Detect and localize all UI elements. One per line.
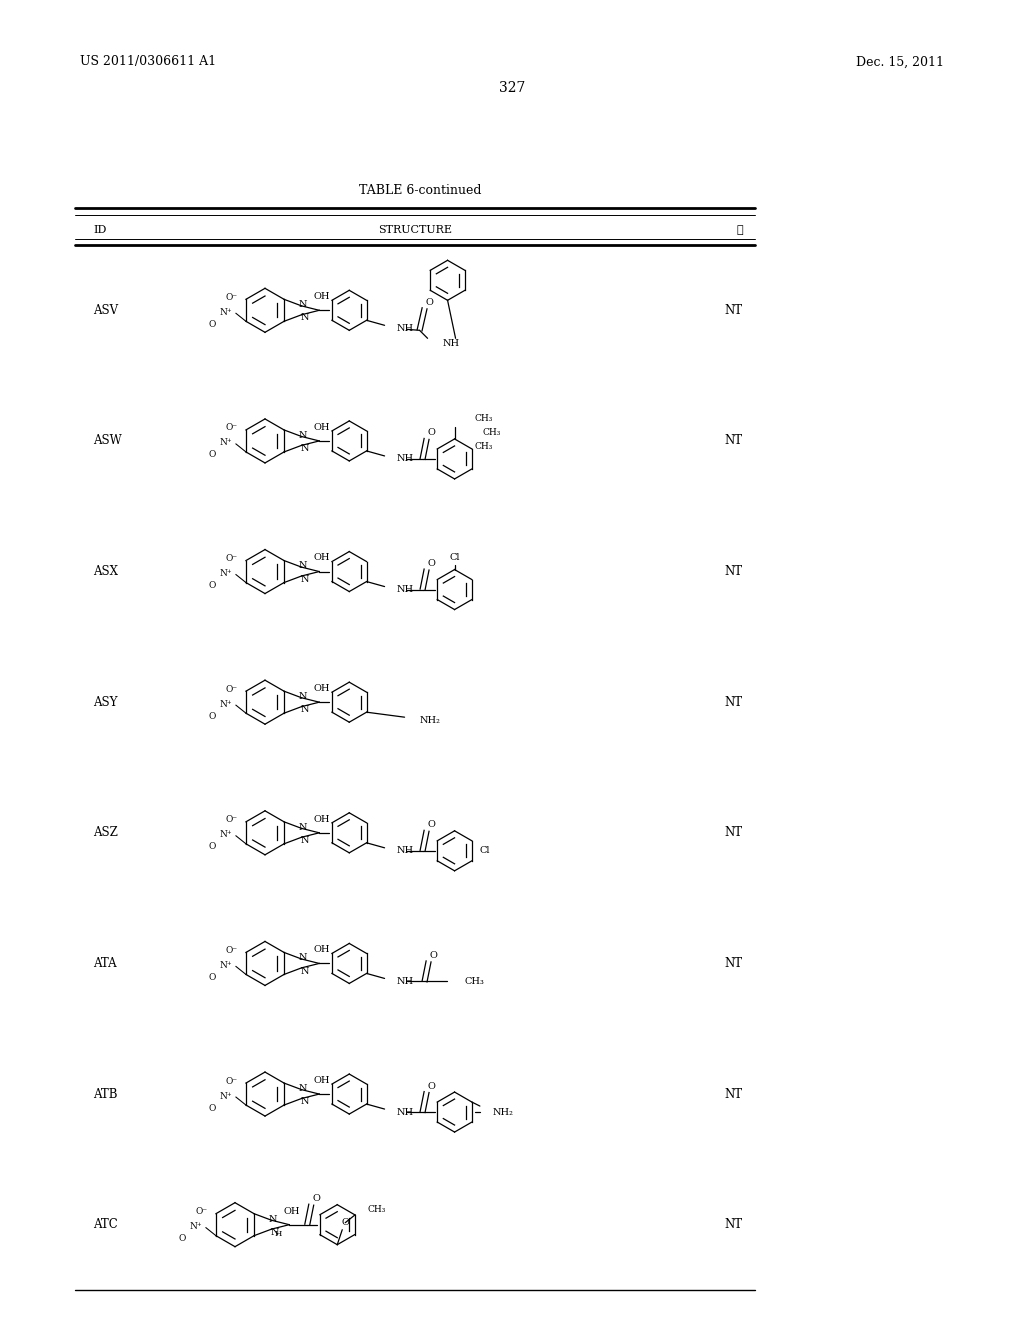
Text: N: N: [300, 836, 309, 845]
Text: OH: OH: [284, 1206, 300, 1216]
Text: N: N: [298, 561, 307, 570]
Text: N: N: [300, 966, 309, 975]
Text: TABLE 6-continued: TABLE 6-continued: [358, 183, 481, 197]
Text: N⁺: N⁺: [219, 700, 232, 709]
Text: N⁺: N⁺: [219, 438, 232, 447]
Text: O⁻: O⁻: [196, 1208, 208, 1216]
Text: ASW: ASW: [93, 434, 122, 447]
Text: CH₃: CH₃: [368, 1205, 386, 1214]
Text: ASY: ASY: [93, 696, 118, 709]
Text: O⁻: O⁻: [226, 293, 238, 302]
Text: N⁺: N⁺: [219, 830, 232, 840]
Text: O: O: [426, 298, 433, 306]
Text: Ⓣ: Ⓣ: [736, 224, 743, 235]
Text: NH: NH: [396, 454, 414, 463]
Text: NH: NH: [396, 323, 414, 333]
Text: N: N: [300, 1097, 309, 1106]
Text: N: N: [300, 705, 309, 714]
Text: O: O: [208, 319, 216, 329]
Text: OH: OH: [313, 292, 330, 301]
Text: O: O: [208, 1104, 216, 1113]
Text: O: O: [208, 973, 216, 982]
Text: NT: NT: [725, 1088, 743, 1101]
Text: NH: NH: [396, 1107, 414, 1117]
Text: OH: OH: [313, 553, 330, 562]
Text: N: N: [298, 692, 307, 701]
Text: N: N: [298, 822, 307, 832]
Text: O⁻: O⁻: [226, 424, 238, 433]
Text: N⁺: N⁺: [219, 1092, 232, 1101]
Text: O⁻: O⁻: [226, 554, 238, 564]
Text: ASV: ASV: [93, 304, 118, 317]
Text: NT: NT: [725, 957, 743, 970]
Text: OH: OH: [313, 945, 330, 954]
Text: O: O: [208, 842, 216, 851]
Text: NH: NH: [442, 339, 460, 347]
Text: OH: OH: [313, 684, 330, 693]
Text: US 2011/0306611 A1: US 2011/0306611 A1: [80, 55, 216, 69]
Text: NT: NT: [725, 1218, 743, 1232]
Text: N: N: [298, 300, 307, 309]
Text: O: O: [208, 450, 216, 459]
Text: Cl: Cl: [450, 553, 460, 562]
Text: O: O: [428, 1081, 435, 1090]
Text: NH₂: NH₂: [493, 1107, 513, 1117]
Text: OH: OH: [313, 1076, 330, 1085]
Text: ASZ: ASZ: [93, 826, 118, 840]
Text: NH: NH: [396, 585, 414, 594]
Text: ID: ID: [93, 224, 106, 235]
Text: CH₃: CH₃: [465, 977, 484, 986]
Text: O: O: [428, 560, 435, 568]
Text: Cl: Cl: [480, 846, 490, 855]
Text: O: O: [208, 581, 216, 590]
Text: ATA: ATA: [93, 957, 117, 970]
Text: ATC: ATC: [93, 1218, 118, 1232]
Text: N⁺: N⁺: [219, 569, 232, 578]
Text: N: N: [300, 444, 309, 453]
Text: N: N: [298, 1084, 307, 1093]
Text: N⁺: N⁺: [219, 961, 232, 970]
Text: OH: OH: [313, 814, 330, 824]
Text: O⁻: O⁻: [226, 946, 238, 954]
Text: N⁺: N⁺: [219, 308, 232, 317]
Text: Dec. 15, 2011: Dec. 15, 2011: [856, 55, 944, 69]
Text: N: N: [270, 1228, 279, 1237]
Text: NT: NT: [725, 696, 743, 709]
Text: NT: NT: [725, 826, 743, 840]
Text: O: O: [208, 711, 216, 721]
Text: NT: NT: [725, 565, 743, 578]
Text: OH: OH: [313, 422, 330, 432]
Text: ATB: ATB: [93, 1088, 118, 1101]
Text: N: N: [300, 574, 309, 583]
Text: NT: NT: [725, 434, 743, 447]
Text: NH₂: NH₂: [420, 715, 440, 725]
Text: N: N: [300, 313, 309, 322]
Text: NH: NH: [396, 846, 414, 855]
Text: NH: NH: [396, 977, 414, 986]
Text: N⁺: N⁺: [189, 1222, 203, 1232]
Text: N: N: [298, 953, 307, 962]
Text: N: N: [268, 1214, 276, 1224]
Text: O⁻: O⁻: [226, 685, 238, 694]
Text: O⁻: O⁻: [226, 1077, 238, 1085]
Text: NT: NT: [725, 304, 743, 317]
Text: O⁻: O⁻: [226, 816, 238, 824]
Text: O: O: [428, 429, 435, 437]
Text: O: O: [430, 950, 437, 960]
Text: O: O: [428, 820, 435, 829]
Text: O: O: [312, 1195, 321, 1204]
Text: N: N: [298, 430, 307, 440]
Text: CH₃: CH₃: [482, 429, 501, 437]
Text: O: O: [178, 1234, 185, 1243]
Text: ASX: ASX: [93, 565, 118, 578]
Text: STRUCTURE: STRUCTURE: [378, 224, 452, 235]
Text: O: O: [341, 1218, 349, 1228]
Text: CH₃: CH₃: [474, 414, 493, 424]
Text: CH₃: CH₃: [474, 442, 493, 451]
Text: 327: 327: [499, 81, 525, 95]
Text: H: H: [274, 1230, 282, 1238]
